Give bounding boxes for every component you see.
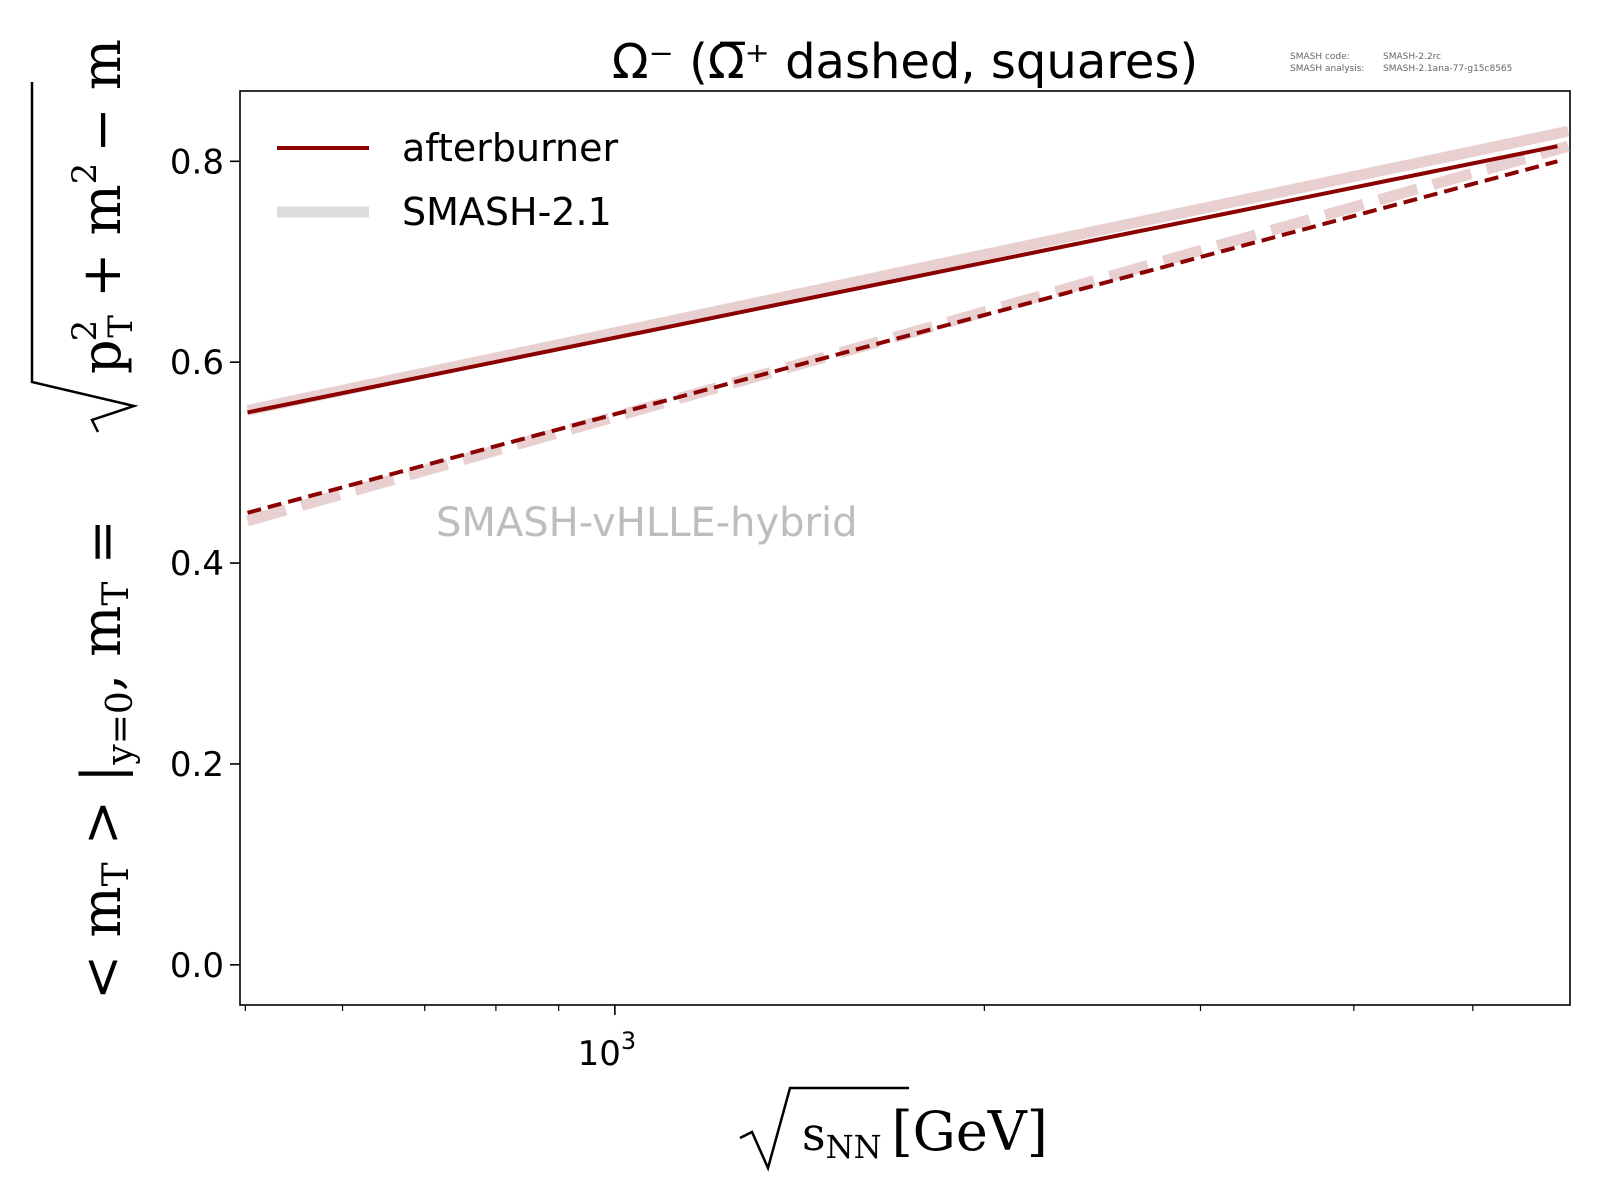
afterburner-antiomega-line bbox=[246, 159, 1558, 515]
svg-text:< mT > |y=0, mT =: < mT > |y=0, mT = bbox=[70, 519, 141, 1000]
y-axis-label: < mT > |y=0, mT = p2T + m2− m bbox=[30, 39, 141, 1000]
y-tick-label: 0.0 bbox=[170, 946, 224, 986]
y-axis: 0.0 0.2 0.4 0.6 0.8 bbox=[170, 142, 240, 986]
x-axis-label: sNN [GeV] bbox=[739, 1086, 1048, 1172]
hybrid-annotation: SMASH-vHLLE-hybrid bbox=[436, 500, 857, 546]
x-tick-label: 103 bbox=[578, 1027, 637, 1074]
series-layer bbox=[245, 125, 1570, 527]
y-tick-label: 0.6 bbox=[170, 343, 224, 383]
code-label: SMASH code: bbox=[1290, 52, 1350, 62]
legend-label-smash: SMASH-2.1 bbox=[402, 190, 612, 234]
legend: afterburner SMASH-2.1 bbox=[277, 126, 619, 234]
y-tick-label: 0.8 bbox=[170, 142, 224, 182]
y-tick-label: 0.4 bbox=[170, 544, 224, 584]
x-sqrt-sign bbox=[739, 1086, 909, 1172]
smash21-omega-line bbox=[246, 125, 1570, 416]
analysis-label: SMASH analysis: bbox=[1290, 64, 1364, 74]
svg-text:sNN[GeV]: sNN [GeV] bbox=[802, 1100, 1048, 1166]
y-tick-label: 0.2 bbox=[170, 745, 224, 785]
x-axis: 103 bbox=[244, 1005, 1474, 1074]
plot-frame bbox=[239, 90, 1571, 1006]
legend-label-afterburner: afterburner bbox=[402, 126, 619, 170]
afterburner-omega-line bbox=[247, 144, 1558, 415]
chart-title: Ω⁻ (Ω̅⁺ dashed, squares) bbox=[612, 34, 1198, 90]
version-info: SMASH code: SMASH-2.2rc SMASH analysis: … bbox=[1290, 52, 1512, 74]
analysis-value: SMASH-2.1ana-77-g15c8565 bbox=[1383, 64, 1512, 74]
code-value: SMASH-2.2rc bbox=[1383, 52, 1441, 62]
svg-text:p2T + m2− m: p2T + m2− m bbox=[65, 39, 141, 374]
